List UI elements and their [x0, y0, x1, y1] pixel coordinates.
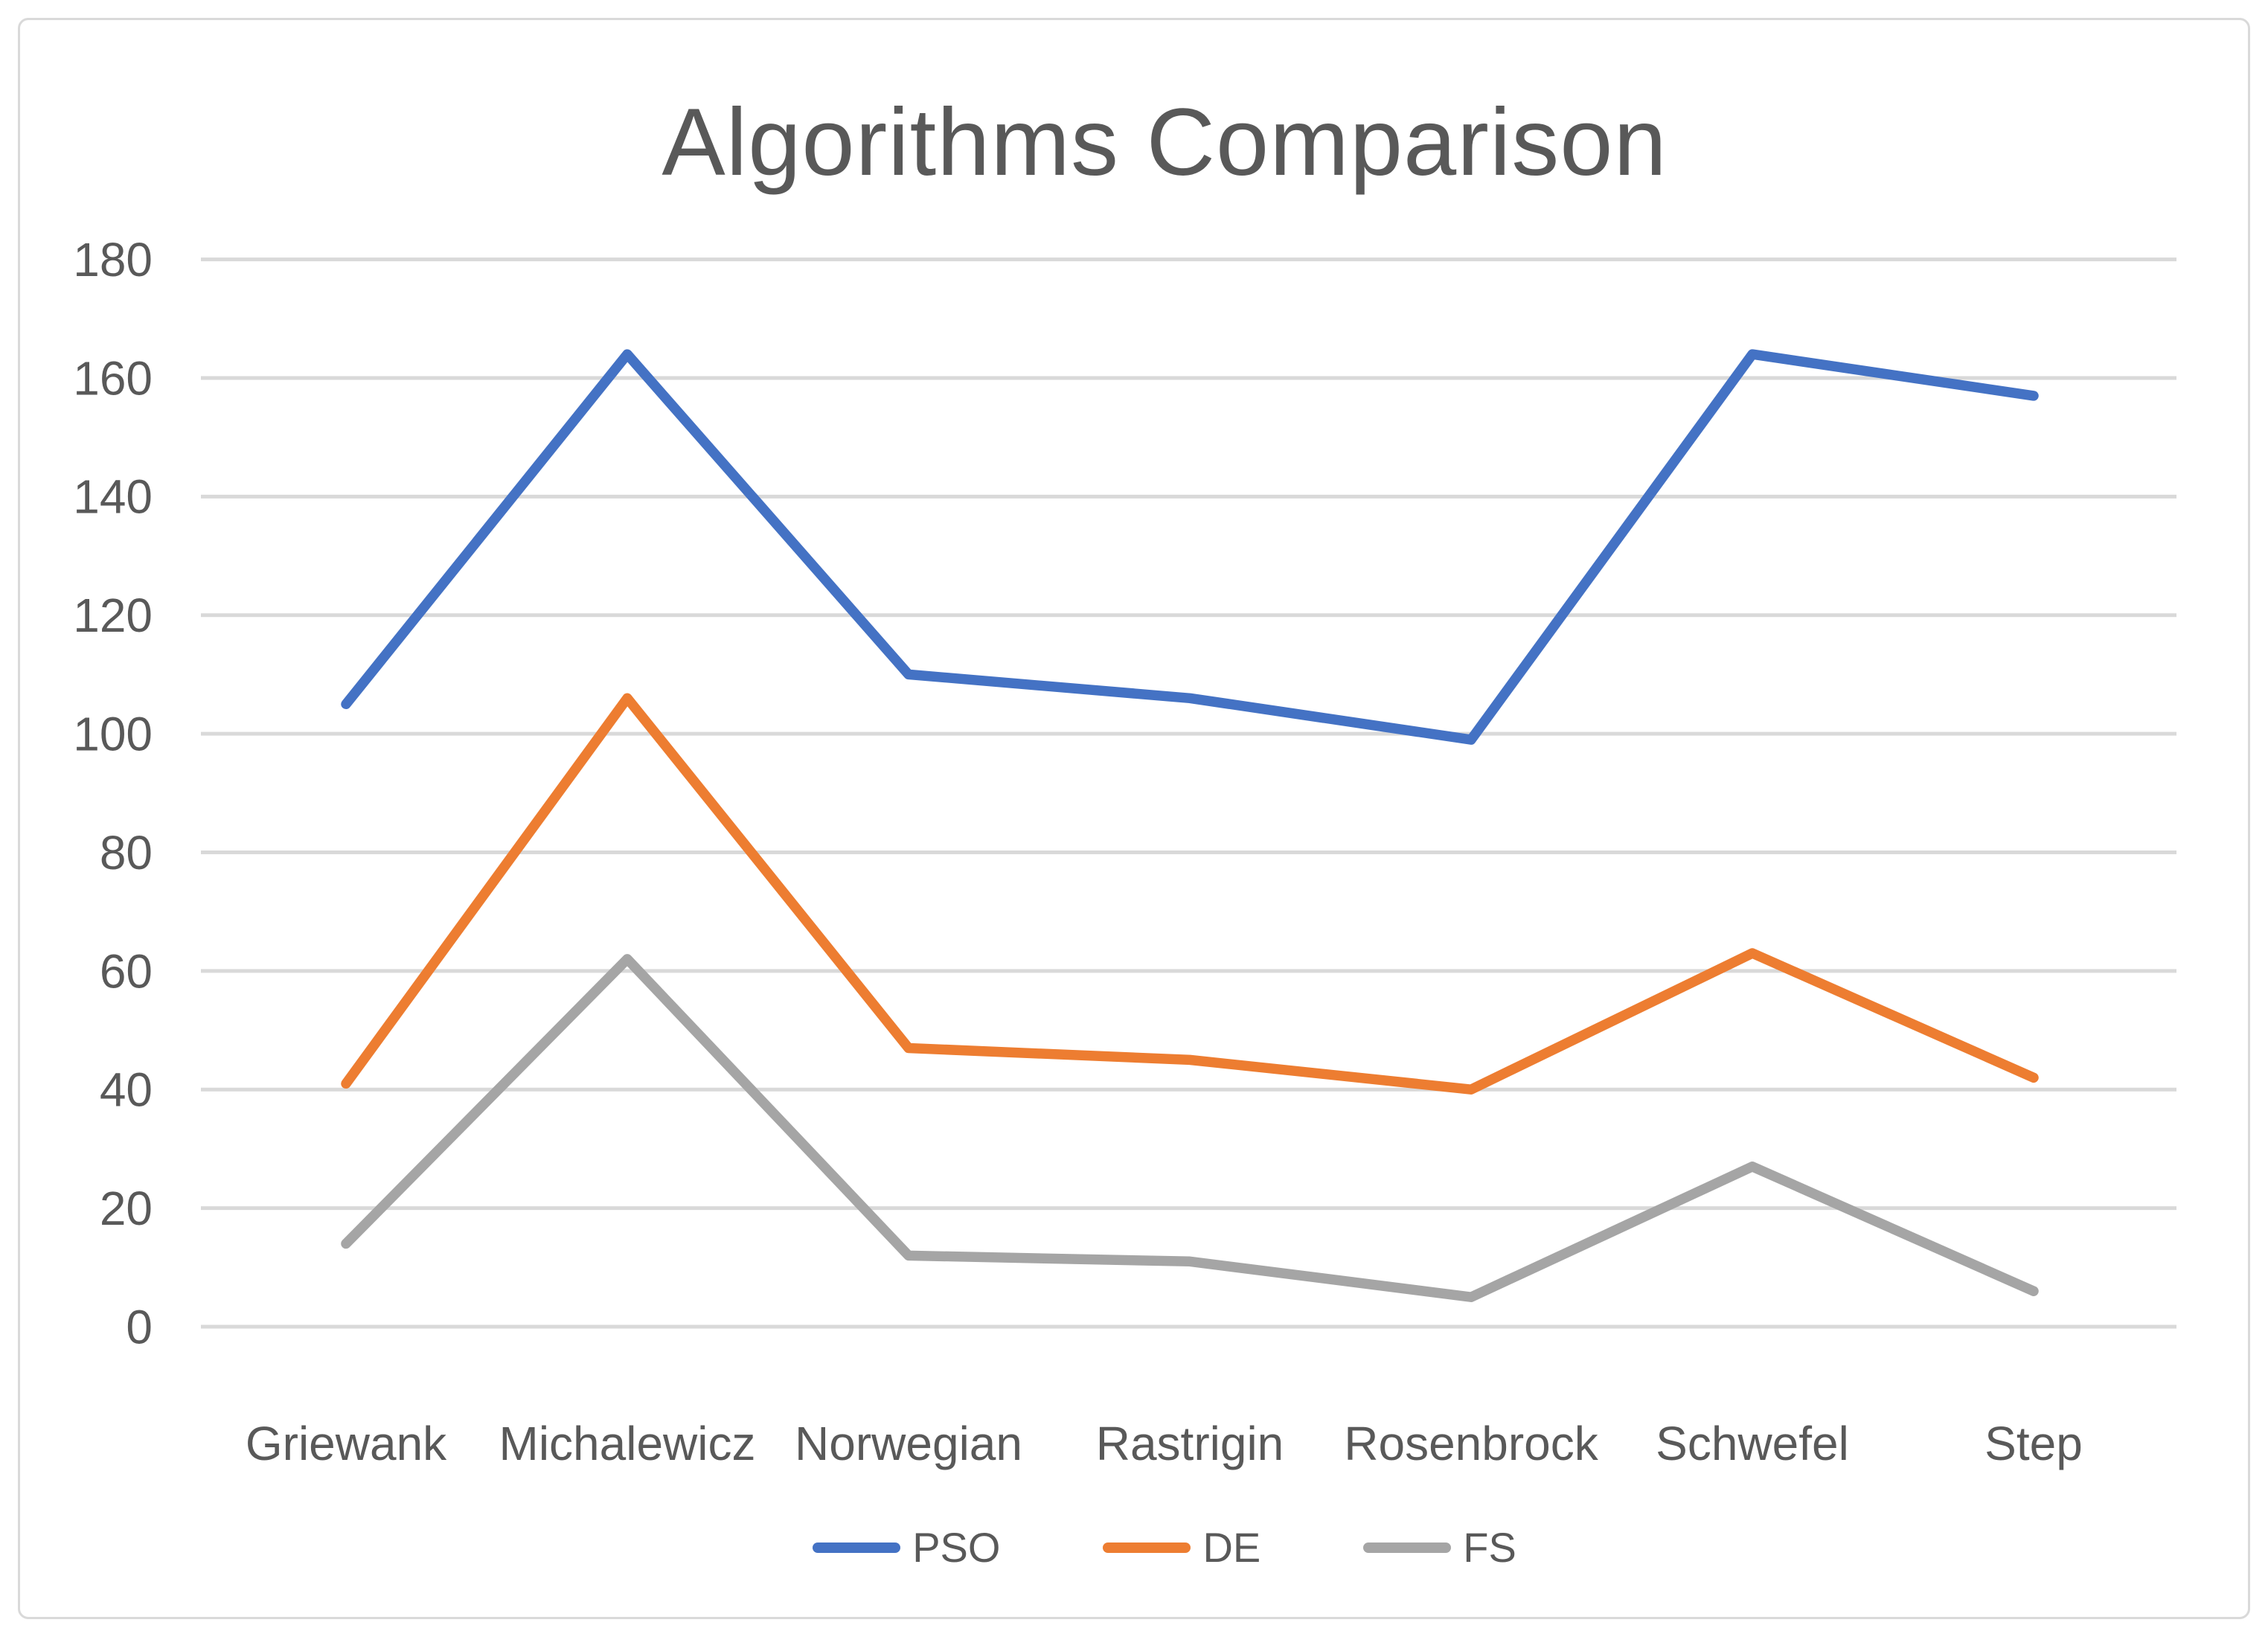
y-axis-tick-label: 100: [73, 708, 153, 761]
y-axis-tick-label: 80: [100, 826, 153, 880]
legend-label: FS: [1463, 1524, 1516, 1571]
y-axis-tick-label: 40: [100, 1063, 153, 1117]
legend-line-swatch-FS: [1363, 1543, 1452, 1553]
legend-label: PSO: [912, 1524, 1001, 1571]
legend-item-DE[interactable]: DE: [1103, 1527, 1260, 1569]
legend: PSO DE FS: [153, 1527, 2176, 1569]
y-axis-tick-label: 60: [100, 944, 153, 998]
y-axis-tick-label: 180: [73, 233, 153, 286]
legend-item-PSO[interactable]: PSO: [813, 1527, 1000, 1569]
x-axis-category-label: Michalewicz: [499, 1417, 756, 1470]
x-axis-category-label: Schwefel: [1656, 1417, 1849, 1470]
series-line-FS: [341, 954, 2039, 1302]
y-axis-tick-label: 120: [73, 589, 153, 642]
legend-line-swatch-PSO: [813, 1543, 901, 1553]
x-axis-category-label: Rosenbrock: [1344, 1417, 1599, 1470]
legend-label: DE: [1202, 1524, 1261, 1571]
x-axis-category-label: Rastrigin: [1096, 1417, 1284, 1470]
series-line-DE: [341, 693, 2039, 1095]
x-axis-category-label: Griewank: [246, 1417, 447, 1470]
y-axis-tick-label: 20: [100, 1182, 153, 1235]
legend-item-FS[interactable]: FS: [1363, 1527, 1516, 1569]
series-line-PSO: [341, 349, 2039, 745]
chart-title: Algorithms Comparison: [662, 89, 1668, 196]
x-axis-category-label: Norwegian: [795, 1417, 1022, 1470]
x-axis-category-label: Step: [1984, 1417, 2083, 1470]
y-axis-tick-label: 0: [126, 1300, 153, 1354]
y-axis-tick-label: 160: [73, 351, 153, 405]
chart-border-frame: [18, 18, 2250, 1619]
legend-line-swatch-DE: [1103, 1543, 1191, 1553]
y-axis-tick-label: 140: [73, 470, 153, 524]
